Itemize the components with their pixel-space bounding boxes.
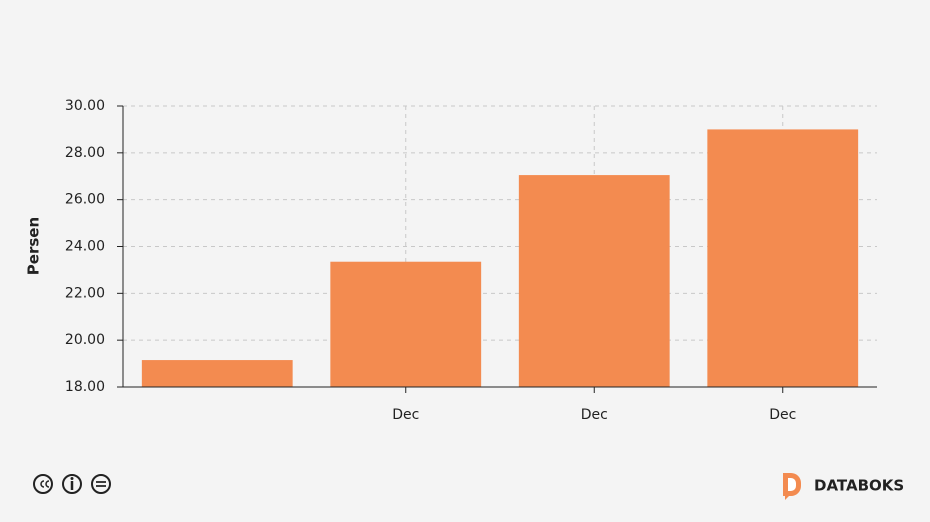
bar: [330, 261, 482, 387]
cc-icons: [33, 474, 111, 494]
y-axis-label: Persen: [25, 217, 43, 275]
x-tick-label: Dec: [581, 407, 608, 423]
y-tick-label: 22.00: [65, 285, 105, 301]
x-tick-label: Dec: [769, 407, 796, 423]
y-tick-label: 30.00: [65, 98, 105, 114]
y-tick-label: 20.00: [65, 332, 105, 348]
bar: [707, 129, 859, 387]
y-tick-label: 26.00: [65, 192, 105, 208]
brand-name: DATABOKS: [814, 477, 904, 495]
y-tick-label: 24.00: [65, 239, 105, 255]
bar: [141, 360, 293, 387]
y-tick-label: 18.00: [65, 379, 105, 395]
y-tick-label: 28.00: [65, 145, 105, 161]
brand-logo: [783, 473, 801, 500]
bar: [518, 175, 670, 387]
x-tick-label: Dec: [392, 407, 419, 423]
